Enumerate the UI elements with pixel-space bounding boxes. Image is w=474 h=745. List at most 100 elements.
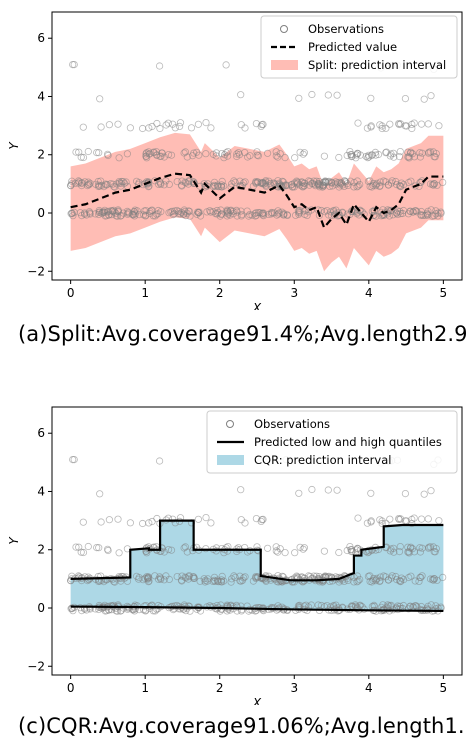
observation-point (263, 149, 272, 157)
observation-point (279, 178, 287, 186)
observation-point (169, 515, 177, 523)
observation-point (144, 179, 152, 187)
observation-point (156, 457, 164, 465)
observation-point (407, 177, 415, 185)
observation-point (300, 182, 308, 190)
observation-point (142, 150, 150, 158)
observation-point (257, 122, 265, 131)
observation-point (343, 546, 351, 555)
y-tick-label: 6 (37, 31, 45, 45)
observation-point (353, 177, 361, 185)
observation-point (412, 602, 420, 610)
y-axis-label: Y (7, 141, 21, 150)
observation-point (95, 206, 103, 215)
cqr-caption: (c)CQR:Avg.coverage91.06%;Avg.length1. (18, 714, 465, 738)
observation-point (153, 210, 161, 218)
observation-point (133, 572, 141, 580)
observation-point (178, 177, 186, 185)
observation-point (160, 153, 168, 161)
observation-point (272, 152, 280, 160)
observation-point (114, 120, 122, 128)
observation-point (272, 148, 280, 156)
observation-point (392, 209, 400, 217)
observation-point (241, 573, 249, 581)
observation-point (305, 181, 313, 189)
observation-point (387, 545, 395, 553)
observation-point (353, 572, 361, 580)
observation-point (415, 577, 423, 585)
observation-point (410, 548, 418, 556)
split-chart: 0 1 2 3 4 5 −2 0 2 4 6 X Y Observations Predicted valu… (7, 11, 463, 310)
cqr-chart: 0 1 2 3 4 5 −2 0 2 4 6 X Y Observations Predicted low … (7, 406, 463, 705)
observation-point (81, 209, 89, 217)
observation-point (384, 210, 392, 218)
observation-point (195, 209, 203, 217)
observation-point (352, 546, 361, 554)
observation-point (93, 544, 101, 552)
observation-point (116, 212, 125, 220)
observation-point (77, 548, 85, 556)
observation-point (135, 211, 143, 219)
observation-point (397, 179, 406, 187)
y-tick-label: 2 (37, 148, 45, 162)
observation-point (143, 549, 151, 557)
observation-point (165, 209, 173, 217)
observation-point (95, 149, 103, 157)
observation-point (352, 154, 360, 162)
observation-point (182, 574, 190, 582)
observation-point (439, 178, 447, 186)
observation-point (102, 181, 110, 189)
observation-point (185, 207, 194, 215)
legend-band-marker (271, 60, 298, 70)
observation-point (209, 577, 217, 585)
observation-point (374, 545, 383, 554)
observation-point (352, 151, 361, 159)
observation-point (203, 577, 211, 585)
observation-point (162, 177, 170, 185)
x-axis-label: X (252, 301, 262, 310)
observation-point (143, 149, 151, 157)
observation-point (237, 121, 245, 129)
observation-point (217, 182, 225, 190)
x-tick-label: 4 (365, 286, 373, 300)
observation-point (222, 61, 230, 69)
observation-point (341, 177, 349, 185)
observation-point (246, 152, 254, 160)
observation-point (156, 62, 164, 70)
legend-box (260, 15, 458, 79)
observation-point (253, 151, 261, 159)
observation-point (295, 94, 303, 102)
observation-point (274, 153, 282, 161)
observation-point (171, 602, 179, 610)
observation-point (429, 543, 437, 551)
observation-point (303, 211, 311, 220)
observation-point (126, 124, 134, 132)
observation-point (182, 179, 190, 187)
observation-point (217, 206, 225, 214)
observation-point (304, 572, 313, 580)
observation-point (300, 544, 308, 552)
observation-point (249, 577, 257, 585)
observation-point (354, 544, 362, 553)
observation-point (148, 206, 156, 214)
legend-observations-marker (280, 25, 288, 33)
observation-point (209, 182, 217, 190)
observation-point (123, 207, 131, 215)
observation-point (81, 573, 89, 581)
observation-point (185, 178, 193, 186)
observation-point (182, 212, 190, 220)
observation-point (212, 544, 220, 552)
observation-point (212, 152, 220, 160)
observation-point (173, 601, 181, 610)
x-tick-label: 2 (216, 286, 224, 300)
observation-point (139, 519, 147, 528)
observation-point (320, 547, 328, 555)
observation-point (213, 206, 221, 215)
observation-point (410, 153, 418, 161)
x-tick-label: 5 (440, 286, 448, 300)
split-caption: (a)Split:Avg.coverage91.4%;Avg.length2.9 (18, 322, 468, 346)
observation-point (356, 180, 364, 189)
observation-point (304, 208, 313, 216)
observation-point (84, 542, 92, 551)
observation-point (84, 147, 92, 156)
